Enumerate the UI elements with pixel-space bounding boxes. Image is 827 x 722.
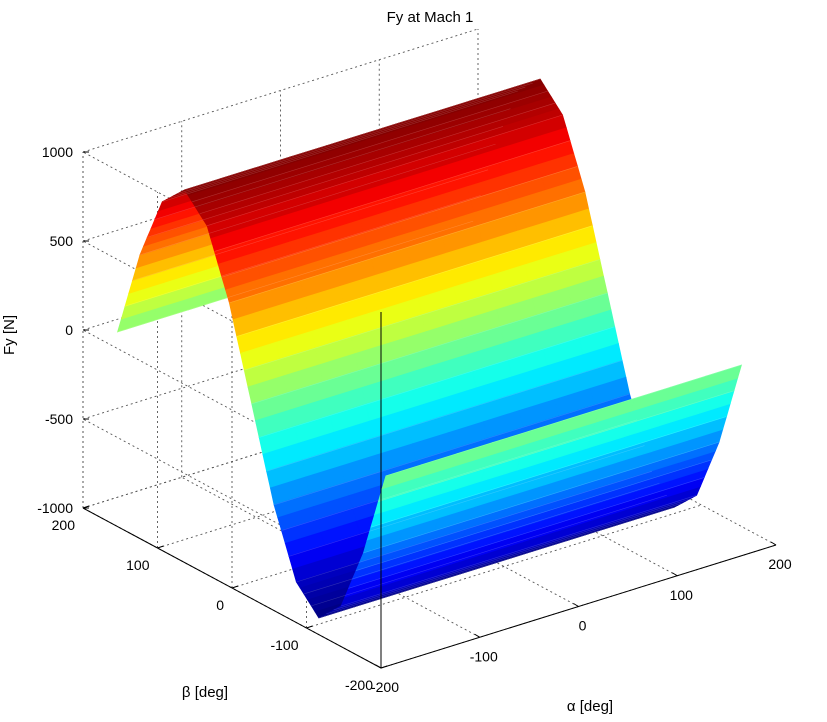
z-tick-label: 500 bbox=[50, 233, 74, 249]
y-tick-mark bbox=[157, 545, 164, 549]
surface-mesh-line bbox=[296, 471, 653, 583]
z-tick-label: -1000 bbox=[37, 500, 73, 516]
y-tick-label: 0 bbox=[216, 597, 224, 613]
surface-mesh-line bbox=[326, 502, 682, 615]
x-tick-label: 100 bbox=[670, 587, 694, 603]
z-tick-label: 0 bbox=[65, 322, 73, 338]
surface-mesh-line bbox=[192, 90, 548, 203]
surface-mesh-line bbox=[147, 126, 504, 238]
surface-mesh-line bbox=[236, 225, 593, 337]
y-tick-mark bbox=[82, 505, 90, 509]
x-tick-mark bbox=[671, 572, 678, 577]
surface-mesh-line bbox=[229, 191, 585, 304]
surface-mesh-line bbox=[348, 477, 705, 589]
surface-mesh-line bbox=[281, 419, 638, 531]
surface-mesh-line bbox=[184, 78, 541, 191]
surface-mesh-line bbox=[385, 364, 742, 477]
y-tick-mark bbox=[231, 585, 239, 589]
surface-mesh-line bbox=[199, 102, 556, 215]
surface-mesh-line bbox=[288, 445, 645, 557]
surface-mesh-line bbox=[117, 220, 474, 333]
x-axis-label: α [deg] bbox=[567, 698, 613, 715]
surface-mesh-line bbox=[132, 169, 489, 281]
x-tick-mark bbox=[770, 541, 777, 546]
surface bbox=[117, 78, 742, 619]
axes: -1000-50005001000-200-1000100200-200-100… bbox=[37, 144, 792, 695]
surface-mesh-line bbox=[206, 114, 563, 226]
surface-mesh-line bbox=[154, 108, 511, 220]
surface-mesh-line bbox=[177, 82, 533, 195]
surface-mesh-line bbox=[162, 90, 518, 202]
y-tick-label: -200 bbox=[345, 677, 373, 693]
y-axis-label: β [deg] bbox=[182, 684, 228, 701]
surface-mesh-line bbox=[214, 140, 571, 252]
x-tick-mark bbox=[375, 664, 382, 669]
y-tick-label: 200 bbox=[52, 517, 76, 533]
back-wall-grid-line bbox=[82, 28, 479, 153]
surface-mesh-line bbox=[378, 390, 734, 502]
surface-mesh-line bbox=[266, 360, 623, 472]
x-tick-mark bbox=[474, 633, 481, 638]
surface-mesh-line bbox=[139, 143, 496, 256]
y-tick-label: -100 bbox=[270, 637, 298, 653]
surface-mesh-line bbox=[355, 459, 712, 571]
y-tick-mark bbox=[380, 665, 388, 669]
x-tick-label: -100 bbox=[470, 648, 498, 664]
x-tick-label: 0 bbox=[579, 618, 587, 634]
surface-mesh-line bbox=[311, 494, 667, 607]
z-axis-label: Fy [N] bbox=[1, 315, 18, 355]
surface-mesh-line bbox=[274, 393, 630, 506]
surface-mesh-line bbox=[341, 495, 697, 607]
surface-mesh-line bbox=[259, 326, 615, 438]
x-tick-label: 200 bbox=[768, 556, 792, 572]
surface-mesh-line bbox=[125, 195, 481, 307]
x-tick-label: -200 bbox=[371, 679, 399, 695]
y-tick-mark bbox=[306, 625, 313, 629]
chart-title: Fy at Mach 1 bbox=[387, 9, 474, 26]
z-tick-label: 1000 bbox=[42, 144, 73, 160]
x-tick-mark bbox=[573, 603, 579, 607]
surface-mesh-line bbox=[318, 506, 675, 619]
floor-grid-line bbox=[306, 504, 702, 629]
surface-mesh-line bbox=[244, 259, 600, 371]
surface-mesh-line bbox=[363, 441, 720, 554]
surface-patch bbox=[701, 364, 742, 390]
surface-mesh-line bbox=[303, 482, 660, 595]
surface-mesh-line bbox=[251, 292, 608, 405]
surface-mesh-line bbox=[333, 498, 690, 611]
surface-mesh-line bbox=[370, 416, 727, 528]
z-tick-label: -500 bbox=[45, 411, 73, 427]
y-tick-label: 100 bbox=[126, 557, 150, 573]
surface-mesh-line bbox=[221, 166, 578, 278]
surface-mesh-line bbox=[169, 86, 526, 199]
floor-grid-line bbox=[181, 476, 480, 638]
